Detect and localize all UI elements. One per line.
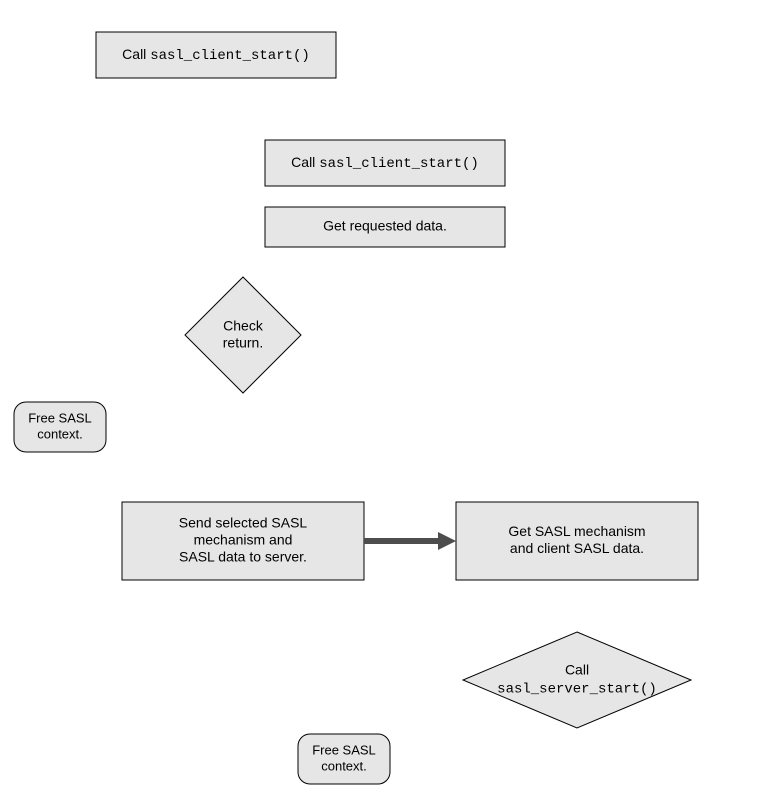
svg-text:Free SASL: Free SASL <box>312 742 376 757</box>
svg-text:and client SASL data.: and client SASL data. <box>510 540 644 556</box>
svg-text:Call: Call <box>565 662 589 678</box>
svg-text:mechanism and: mechanism and <box>194 532 293 548</box>
node-label: Call sasl_client_start() <box>122 46 310 64</box>
node-n8: Call sasl_server_start() <box>463 632 691 728</box>
node-n5: Free SASLcontext. <box>14 402 106 452</box>
node-n2: Call sasl_client_start() <box>265 140 505 186</box>
svg-text:Free SASL: Free SASL <box>28 410 92 425</box>
svg-text:return.: return. <box>223 335 263 351</box>
node-n1: Call sasl_client_start() <box>96 32 336 78</box>
svg-text:Get requested data.: Get requested data. <box>323 218 447 234</box>
node-n4: Checkreturn. <box>185 277 301 393</box>
svg-text:SASL data to server.: SASL data to server. <box>179 549 307 565</box>
node-box <box>463 632 691 728</box>
svg-text:sasl_server_start(): sasl_server_start() <box>497 682 657 698</box>
node-n6: Send selected SASLmechanism andSASL data… <box>122 502 364 580</box>
svg-text:Send selected SASL: Send selected SASL <box>179 515 308 531</box>
node-n9: Free SASLcontext. <box>298 734 390 784</box>
svg-text:Check: Check <box>223 318 264 334</box>
svg-text:context.: context. <box>37 426 83 441</box>
svg-text:context.: context. <box>321 758 367 773</box>
node-label: Call sasl_client_start() <box>291 154 479 172</box>
node-n7: Get SASL mechanismand client SASL data. <box>456 502 698 580</box>
edge-0 <box>364 532 456 550</box>
node-n3: Get requested data. <box>265 207 505 247</box>
svg-text:Get SASL mechanism: Get SASL mechanism <box>508 523 645 539</box>
